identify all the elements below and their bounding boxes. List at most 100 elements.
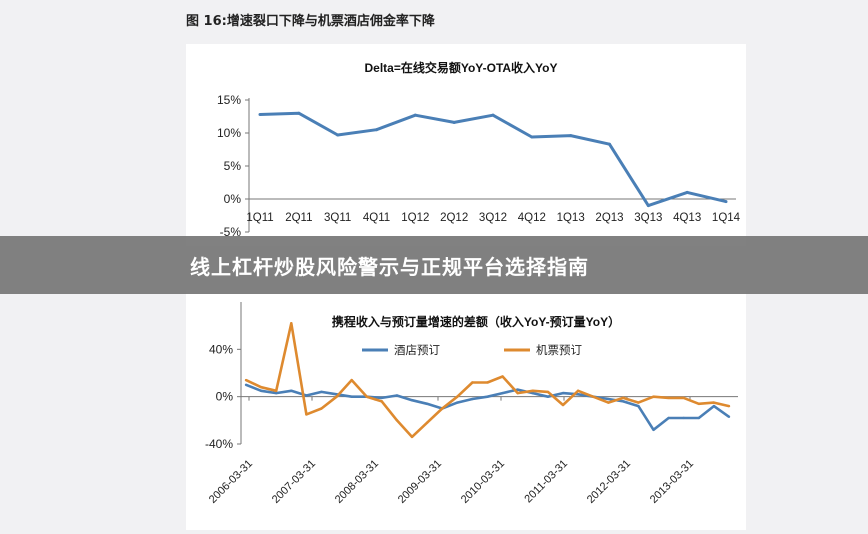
x-tick-label: 2009-03-31	[396, 458, 444, 506]
x-tick-label: 2013-03-31	[648, 458, 696, 506]
figure-title: 图 16:增速裂口下降与机票酒店佣金率下降	[186, 14, 435, 29]
data-point	[646, 204, 650, 208]
data-point	[456, 401, 459, 404]
x-tick-label: 1Q12	[401, 212, 429, 224]
x-tick-label: 3Q13	[634, 212, 662, 224]
data-point	[375, 128, 378, 132]
data-point	[697, 416, 701, 420]
data-point	[712, 404, 716, 408]
x-tick-label: 2006-03-31	[207, 458, 255, 506]
data-point	[425, 402, 429, 405]
x-tick-label: 1Q11	[246, 212, 273, 224]
data-point	[667, 396, 670, 400]
y-tick-label: 15%	[217, 93, 241, 107]
data-point	[320, 390, 323, 394]
data-point	[682, 416, 685, 420]
data-point	[259, 389, 263, 392]
top-chart-panel: Delta=在线交易额YoY-OTA收入YoY 15% 10% 5% 0% -5% 1Q1…	[186, 44, 746, 246]
y-tick-label: -40%	[205, 437, 233, 451]
data-point	[727, 415, 731, 418]
data-point	[380, 400, 384, 403]
series-line	[245, 383, 730, 432]
warning-banner[interactable]: 线上杠杆炒股风险警示与正规平台选择指南	[0, 236, 868, 294]
data-point	[607, 397, 610, 401]
data-point	[576, 393, 580, 396]
data-point	[413, 113, 417, 117]
data-point	[336, 133, 340, 137]
data-point	[561, 391, 565, 395]
y-tick-label: 40%	[209, 342, 233, 356]
data-point	[380, 396, 384, 400]
x-tick-label: 3Q12	[479, 212, 507, 224]
data-point	[335, 395, 338, 398]
x-tick-label: 4Q13	[673, 212, 701, 224]
chart-title: 携程收入与预订量增速的差额（收入YoY-预订量YoY）	[332, 314, 620, 329]
data-point	[305, 413, 308, 416]
data-point	[244, 383, 248, 387]
data-point	[456, 395, 459, 398]
data-point	[486, 381, 489, 384]
data-point	[486, 395, 489, 398]
data-point	[395, 394, 399, 397]
data-point	[724, 200, 728, 204]
data-point	[637, 404, 640, 408]
x-tick-label: 2Q11	[285, 212, 312, 224]
y-tick-label: 0%	[216, 390, 234, 404]
data-point	[491, 113, 495, 117]
data-point	[471, 381, 474, 384]
data-point	[290, 322, 293, 325]
data-point	[501, 375, 504, 378]
data-point	[685, 190, 689, 194]
y-tick-label: 0%	[224, 192, 242, 206]
data-point	[258, 113, 262, 117]
data-point	[441, 407, 444, 410]
x-tick-label: 2008-03-31	[333, 458, 381, 506]
y-tick-label: -5%	[220, 225, 242, 239]
data-point	[531, 391, 534, 395]
data-point	[712, 401, 716, 404]
data-point	[516, 388, 519, 391]
series-line	[259, 111, 727, 208]
data-point	[667, 416, 670, 420]
data-point	[561, 403, 565, 407]
x-tick-label: 3Q11	[324, 212, 351, 224]
data-point	[591, 395, 595, 398]
x-tick-label: 2010-03-31	[459, 458, 507, 506]
x-tick-label: 1Q14	[712, 212, 741, 224]
delta-line-chart: Delta=在线交易额YoY-OTA收入YoY 15% 10% 5% 0% -5% 1Q1…	[217, 60, 741, 239]
data-point	[395, 419, 399, 422]
data-point	[516, 391, 519, 395]
data-point	[546, 390, 550, 394]
data-point	[259, 386, 263, 389]
x-tick-label: 2Q13	[595, 212, 623, 224]
data-point	[274, 391, 278, 395]
data-point	[452, 120, 456, 124]
x-tick-label: 2011-03-31	[522, 458, 570, 506]
bottom-chart-panel: 携程收入与预订量增速的差额（收入YoY-预订量YoY） 40% 0% -40% 200…	[186, 290, 746, 530]
data-point	[607, 401, 610, 404]
data-point	[697, 402, 701, 405]
banner-text: 线上杠杆炒股风险警示与正规平台选择指南	[190, 254, 589, 279]
data-point	[622, 396, 625, 400]
data-point	[576, 389, 580, 392]
y-tick-label: 5%	[224, 159, 242, 173]
x-tick-label: 4Q11	[363, 212, 390, 224]
data-point	[622, 400, 625, 403]
data-point	[652, 395, 655, 398]
x-tick-label: 2007-03-31	[270, 458, 318, 506]
data-point	[425, 421, 429, 424]
data-point	[410, 435, 414, 439]
x-tick-label: 2012-03-31	[585, 458, 633, 506]
data-point	[727, 404, 731, 408]
x-tick-label: 1Q13	[557, 212, 585, 224]
data-point	[410, 399, 414, 402]
chart-title: Delta=在线交易额YoY-OTA收入YoY	[364, 60, 557, 75]
data-point	[530, 135, 534, 139]
data-point	[471, 397, 474, 401]
data-point	[637, 401, 640, 404]
data-point	[290, 389, 293, 392]
data-point	[274, 389, 278, 392]
series-line	[245, 321, 730, 439]
legend-label: 酒店预订	[394, 343, 440, 357]
data-point	[305, 394, 308, 397]
